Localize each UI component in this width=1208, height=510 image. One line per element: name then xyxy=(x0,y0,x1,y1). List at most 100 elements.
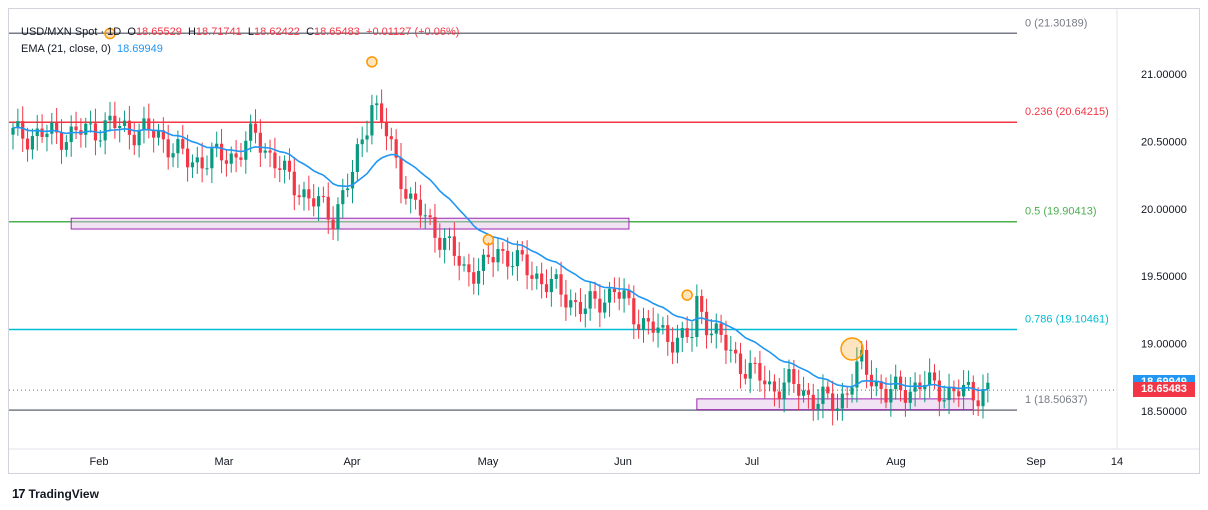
candle-body xyxy=(554,274,558,279)
candle-body xyxy=(792,369,796,385)
candle-body xyxy=(729,349,733,351)
candle-body xyxy=(962,384,966,397)
close-label: C xyxy=(306,26,315,38)
high-value: 18.71741 xyxy=(195,26,242,38)
candle-body xyxy=(234,153,238,158)
candle-body xyxy=(346,188,350,191)
candle-body xyxy=(409,193,413,199)
candle-body xyxy=(389,136,393,140)
candle-body xyxy=(952,386,956,392)
candle-body xyxy=(394,139,398,158)
candle-body xyxy=(510,266,515,268)
candle-body xyxy=(418,199,422,216)
candle-body xyxy=(287,160,292,172)
candle-body xyxy=(675,337,680,353)
candle-body xyxy=(30,136,34,150)
brand-name: TradingView xyxy=(28,486,99,501)
candle-body xyxy=(462,264,466,266)
candle-body xyxy=(632,298,636,325)
candle-body xyxy=(559,274,563,295)
candle-body xyxy=(249,123,253,141)
candle-body xyxy=(913,382,917,392)
candle-body xyxy=(806,390,810,395)
candle-body xyxy=(574,300,578,302)
candle-body xyxy=(879,381,883,389)
y-tick-label: 20.00000 xyxy=(1141,204,1187,216)
support-zone xyxy=(70,217,630,230)
ema-line xyxy=(12,126,988,392)
fib-level-label: 0.5 (19.90413) xyxy=(1025,206,1097,218)
candle-body xyxy=(108,115,112,121)
candle-body xyxy=(491,257,495,263)
candle-body xyxy=(45,133,49,137)
candle-body xyxy=(981,389,985,407)
candle-body xyxy=(976,400,980,407)
candle-body xyxy=(486,254,490,258)
candle-body xyxy=(336,204,340,230)
ema-legend[interactable]: EMA (21, close, 0) 18.69949 xyxy=(21,43,163,55)
candle-body xyxy=(59,132,64,150)
x-tick-label: Aug xyxy=(886,456,906,468)
candle-body xyxy=(724,334,728,351)
open-value: 18.65529 xyxy=(135,26,182,38)
candle-body xyxy=(738,353,743,374)
candle-body xyxy=(612,288,616,293)
highlight-marker xyxy=(366,56,378,68)
low-label: L xyxy=(247,26,255,38)
candle-body xyxy=(748,362,752,379)
candle-body xyxy=(690,337,694,339)
candle-body xyxy=(777,391,781,400)
candle-body xyxy=(219,143,224,161)
x-tick-label: Jul xyxy=(745,456,759,468)
candle-body xyxy=(472,272,476,284)
candle-body xyxy=(826,386,830,394)
candle-body xyxy=(898,376,903,390)
candle-body xyxy=(661,325,665,328)
candle-body xyxy=(850,387,854,395)
candle-body xyxy=(210,148,214,169)
x-tick-label: Feb xyxy=(90,456,109,468)
candle-body xyxy=(64,142,68,150)
candle-body xyxy=(370,105,374,136)
tradingview-branding[interactable]: 17 TradingView xyxy=(12,486,99,501)
candle-body xyxy=(515,250,519,267)
candle-body xyxy=(923,385,927,390)
candle-body xyxy=(25,138,30,150)
candle-body xyxy=(797,384,801,396)
candle-body xyxy=(709,333,713,336)
candle-body xyxy=(700,296,704,312)
highlight-marker xyxy=(840,337,864,361)
candle-body xyxy=(651,321,655,333)
candle-body xyxy=(593,291,597,299)
candle-body xyxy=(540,273,544,285)
candle-body xyxy=(171,153,175,158)
candle-body xyxy=(341,190,345,205)
candle-body xyxy=(166,139,170,158)
y-tick-label: 20.50000 xyxy=(1141,136,1187,148)
candle-body xyxy=(966,382,971,385)
candle-body xyxy=(326,196,330,220)
candle-body xyxy=(520,250,524,255)
candle-body xyxy=(908,391,912,403)
candle-body xyxy=(40,128,44,137)
chart-canvas[interactable]: 0 (21.30189) 0.236 (20.64215) 0.5 (19.9041… xyxy=(9,9,1199,473)
candle-body xyxy=(957,391,961,397)
candle-body xyxy=(821,386,825,404)
highlight-marker xyxy=(681,289,693,301)
candle-body xyxy=(118,125,122,129)
candle-body xyxy=(438,237,442,250)
x-tick-label: Mar xyxy=(215,456,234,468)
candle-body xyxy=(937,380,941,402)
candle-body xyxy=(549,278,553,293)
open-label: O xyxy=(127,26,136,38)
candle-body xyxy=(302,189,306,198)
candle-body xyxy=(607,288,612,303)
candle-body xyxy=(671,341,675,353)
candle-body xyxy=(239,157,243,160)
y-tick-label: 19.00000 xyxy=(1141,339,1187,351)
symbol-label[interactable]: USD/MXN Spot · 1D xyxy=(21,26,122,38)
x-tick-label: 14 xyxy=(1111,456,1123,468)
candle-body xyxy=(215,143,219,149)
candle-body xyxy=(355,144,359,172)
candle-body xyxy=(753,362,757,364)
